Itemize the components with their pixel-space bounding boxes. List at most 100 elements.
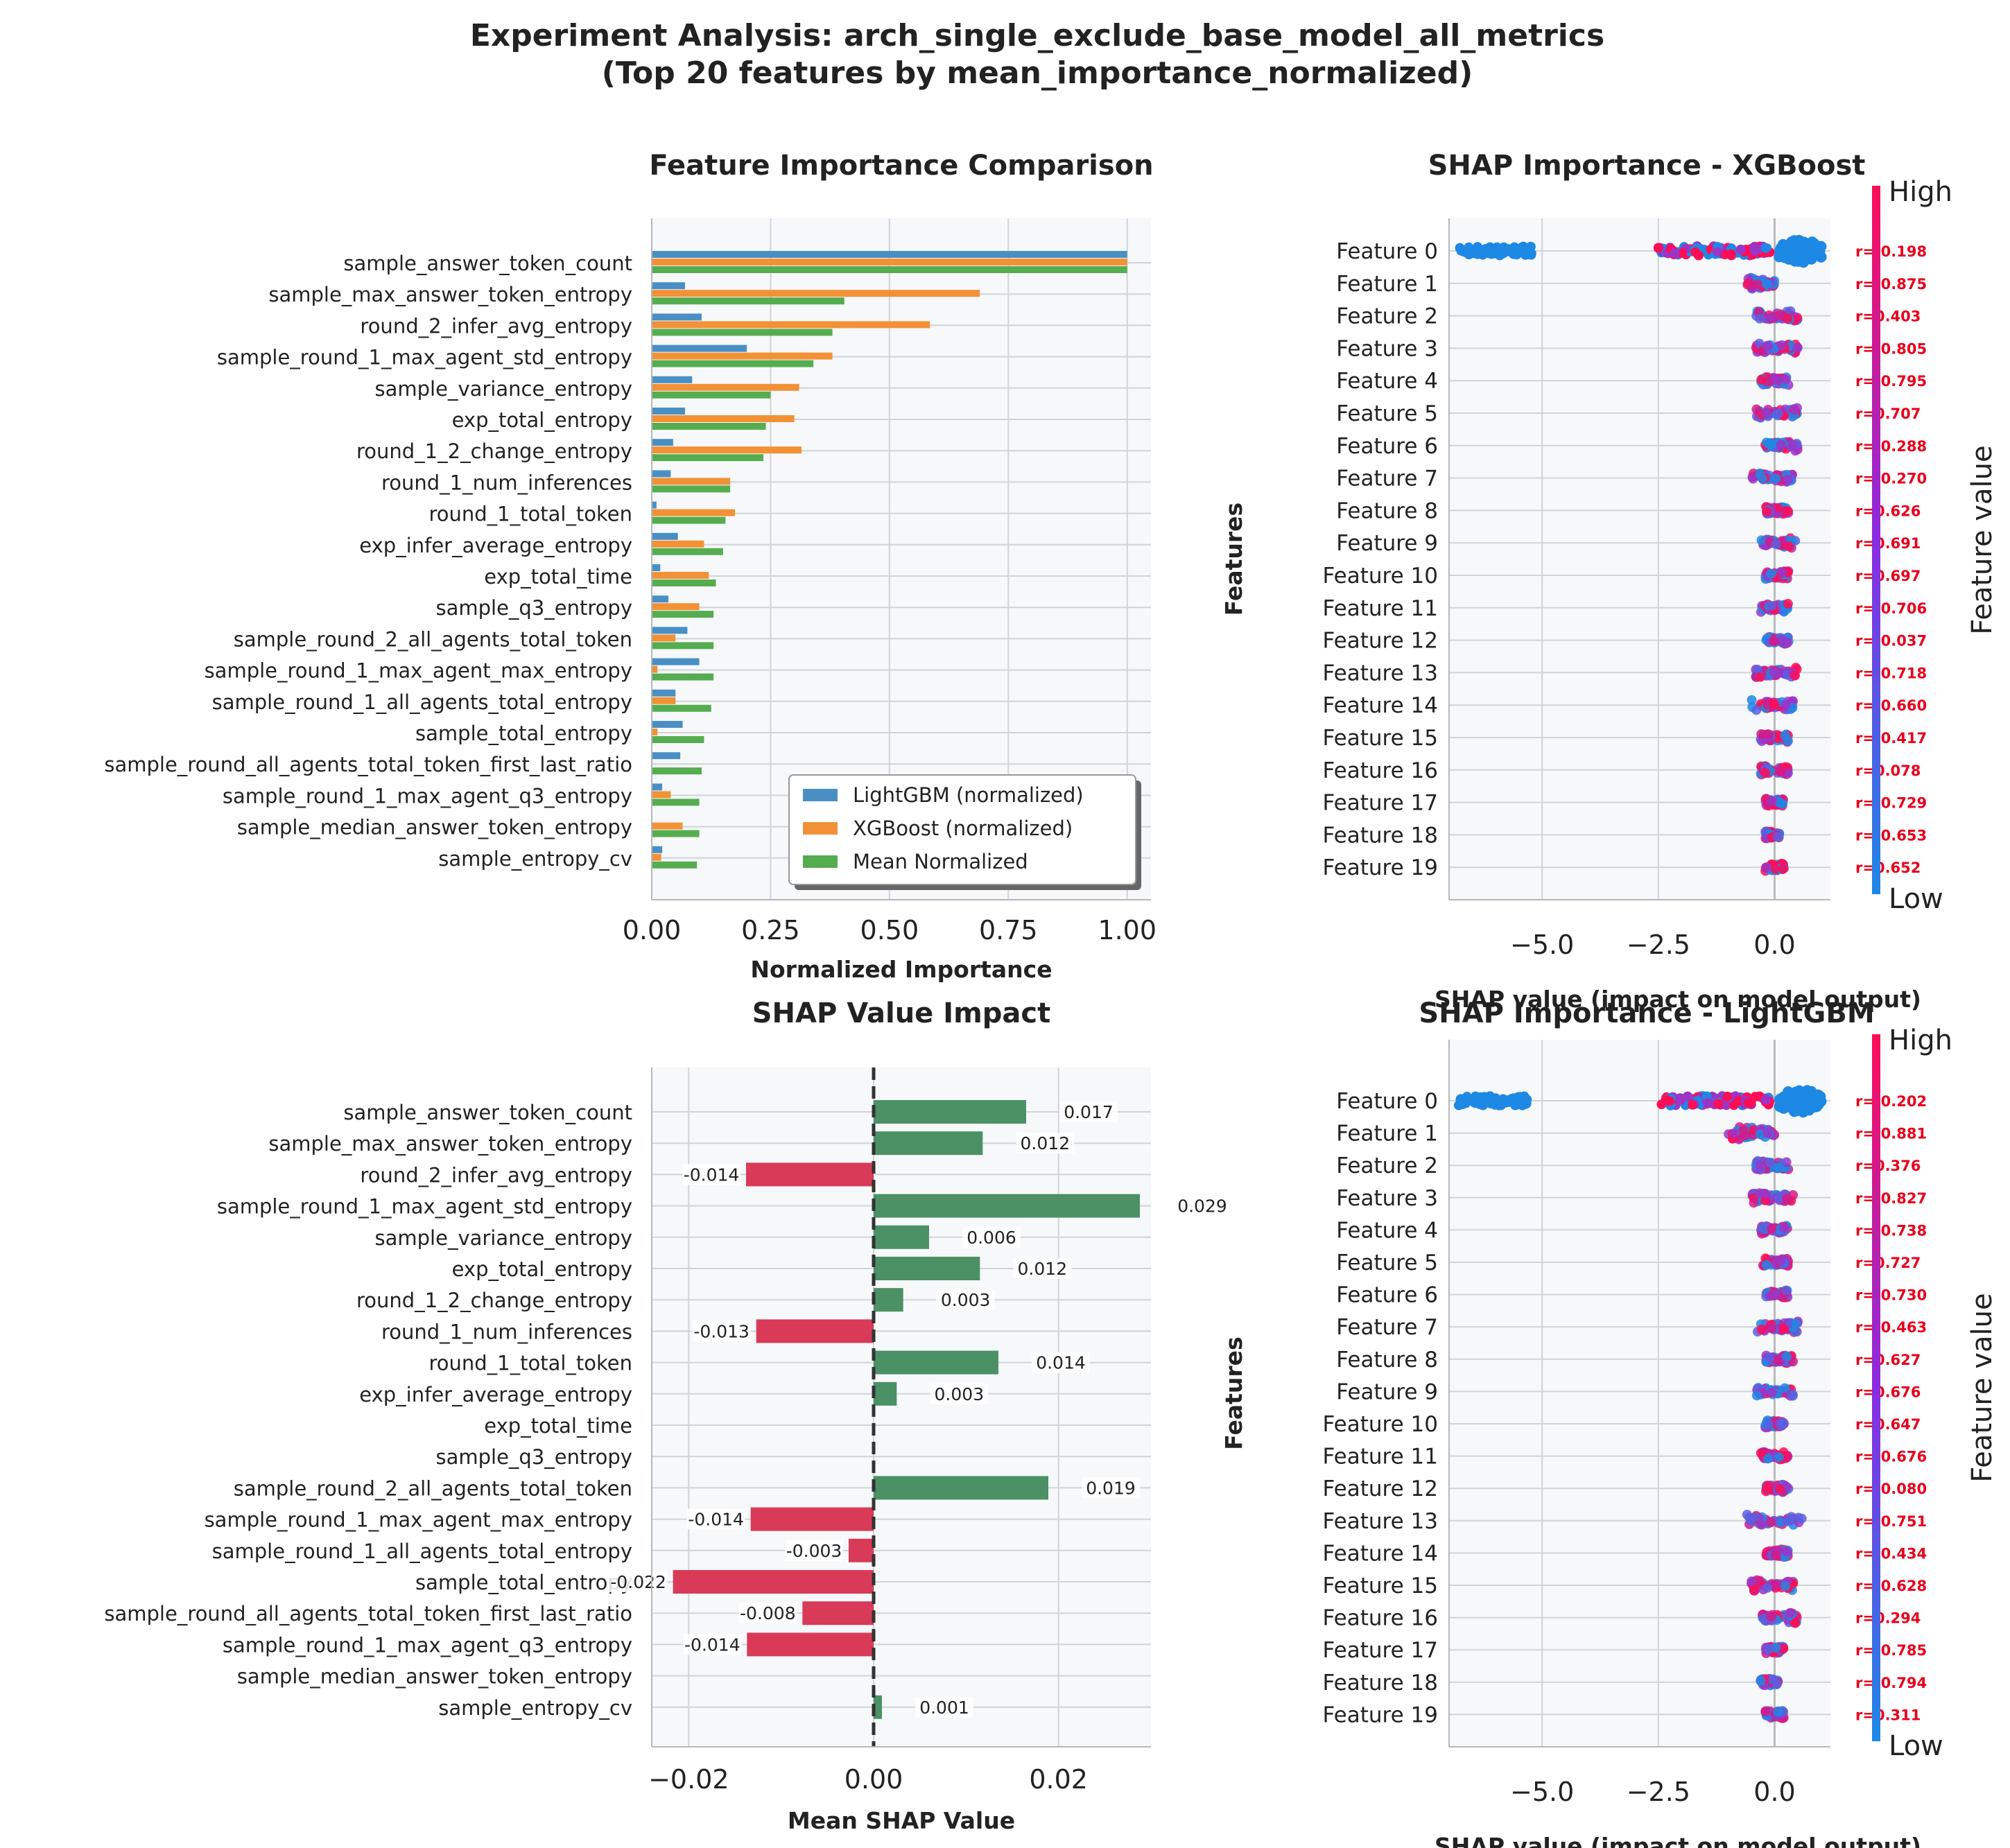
shap-dot (1793, 234, 1805, 246)
corr-label-bg (1854, 274, 1919, 293)
shap-dot (1653, 243, 1663, 253)
shap-dot (1778, 1223, 1789, 1233)
corr-label-bg (1854, 1188, 1919, 1207)
colorbar-high-label: High (1889, 1025, 1952, 1056)
bar-mean (652, 360, 814, 367)
shap-dot (1521, 1098, 1532, 1108)
bar-negative (750, 1507, 874, 1531)
correlation-label: r=0.727 (1855, 1255, 1921, 1271)
data-label: 0.001 (919, 1698, 969, 1718)
y-tick-label: sample_round_all_agents_total_token_firs… (104, 1602, 632, 1625)
corr-label-bg (1854, 663, 1919, 682)
correlation-label: r=-0.270 (1855, 471, 1927, 487)
bar-lightgbm (652, 439, 673, 446)
shap-dot (1458, 247, 1468, 257)
y-tick-label: sample_round_1_max_agent_q3_entropy (223, 1633, 632, 1657)
shap-value-impact-chart: −0.02 0.00 0.02 sample_answer_token_countsa… (104, 997, 1231, 1834)
shap-dot (1767, 1323, 1777, 1334)
x-tick-label: 0.02 (1029, 1764, 1088, 1795)
bar-xgboost (652, 697, 676, 704)
y-tick-label: sample_round_1_max_agent_std_entropy (217, 1195, 632, 1219)
y-tick-label: sample_round_1_all_agents_total_entropy (212, 1540, 632, 1563)
y-tick-label: sample_q3_entropy (436, 596, 633, 620)
correlation-label: r=-0.653 (1855, 827, 1927, 844)
shap-dot (1790, 405, 1800, 415)
y-tick-label: Feature 6 (1336, 434, 1438, 459)
bar-xgboost (652, 383, 799, 391)
shap-dot (1762, 1128, 1773, 1139)
x-axis-label: Mean SHAP Value (788, 1807, 1015, 1834)
bar-negative (673, 1570, 874, 1594)
y-tick-label: sample_answer_token_count (343, 1101, 632, 1124)
bar-lightgbm (652, 721, 683, 728)
y-tick-label: exp_infer_average_entropy (359, 534, 632, 557)
y-axis-label: Features (1220, 503, 1247, 616)
y-tick-label: sample_q3_entropy (436, 1445, 633, 1469)
bar-negative (756, 1319, 874, 1343)
y-tick-label: Feature 2 (1336, 1153, 1438, 1178)
y-tick-label: Feature 16 (1323, 1606, 1438, 1631)
bar-lightgbm (652, 627, 688, 634)
y-tick-label: round_1_num_inferences (381, 1320, 632, 1343)
bar-mean (652, 642, 714, 650)
shap-dot (1769, 667, 1779, 677)
shap-xgboost-chart: −5.0 −2.5 0.0 Feature 0 r=-0.198 Feature 1 r=-… (1220, 150, 1998, 1013)
y-tick-label: Feature 12 (1323, 629, 1438, 654)
shap-dot (1748, 473, 1758, 484)
data-label-bg (915, 1696, 973, 1718)
chart-title: SHAP Importance - XGBoost (1428, 150, 1866, 182)
data-label: -0.013 (693, 1321, 750, 1341)
shap-dot (1774, 1193, 1785, 1203)
x-tick-label: −2.5 (1627, 1777, 1690, 1807)
shap-dot (1792, 342, 1803, 353)
correlation-label: r=-0.417 (1855, 730, 1927, 747)
shap-dot (1702, 1098, 1713, 1108)
y-tick-label: sample_round_all_agents_total_token_firs… (104, 753, 632, 776)
y-tick-label: Feature 2 (1336, 304, 1438, 329)
bar-mean (652, 736, 704, 743)
colorbar-title: Feature value (1966, 1293, 1998, 1482)
data-label-bg (962, 1226, 1021, 1248)
correlation-label: r=-0.202 (1855, 1093, 1927, 1110)
shap-dot (1787, 439, 1798, 450)
correlation-label: r=-0.080 (1855, 1481, 1927, 1497)
shap-dot (1518, 243, 1529, 254)
bar-mean (652, 329, 833, 336)
corr-label-bg (1854, 858, 1919, 877)
y-tick-label: sample_answer_token_count (343, 252, 632, 275)
shap-dot (1769, 864, 1780, 874)
shap-dot (1774, 1484, 1785, 1494)
shap-dot (1751, 1391, 1762, 1401)
corr-label-bg (1854, 1479, 1919, 1498)
y-tick-label: Feature 11 (1323, 596, 1438, 621)
shap-dot (1771, 1354, 1782, 1365)
corr-label-bg (1854, 404, 1919, 422)
y-tick-label: sample_median_answer_token_entropy (237, 816, 632, 839)
shap-dot (1767, 601, 1777, 611)
bar-xgboost (652, 478, 731, 485)
corr-label-bg (1854, 1124, 1919, 1142)
shap-dot (1513, 1098, 1523, 1108)
y-tick-label: Feature 5 (1336, 1250, 1438, 1275)
shap-dot (1760, 243, 1771, 253)
shap-dot (1778, 1091, 1790, 1103)
data-label: -0.014 (684, 1635, 740, 1655)
y-tick-label: sample_entropy_cv (438, 1696, 632, 1720)
plot-area (1449, 218, 1830, 900)
bar-xgboost (652, 572, 709, 579)
corr-label-bg (1854, 306, 1919, 325)
shap-dot (1769, 1289, 1780, 1299)
corr-label-bg (1854, 1318, 1919, 1336)
data-label: -0.014 (684, 1165, 740, 1185)
shap-dot (1781, 1285, 1792, 1296)
correlation-label: r=-0.198 (1855, 243, 1927, 260)
corr-label-bg (1854, 696, 1919, 715)
x-tick-label: 1.00 (1098, 915, 1156, 945)
shap-dot (1790, 670, 1800, 681)
y-tick-label: Feature 9 (1336, 531, 1438, 556)
data-label: 0.012 (1021, 1133, 1071, 1153)
bar-lightgbm (652, 501, 657, 509)
shap-dot (1471, 1091, 1481, 1101)
shap-dot (1784, 541, 1794, 552)
